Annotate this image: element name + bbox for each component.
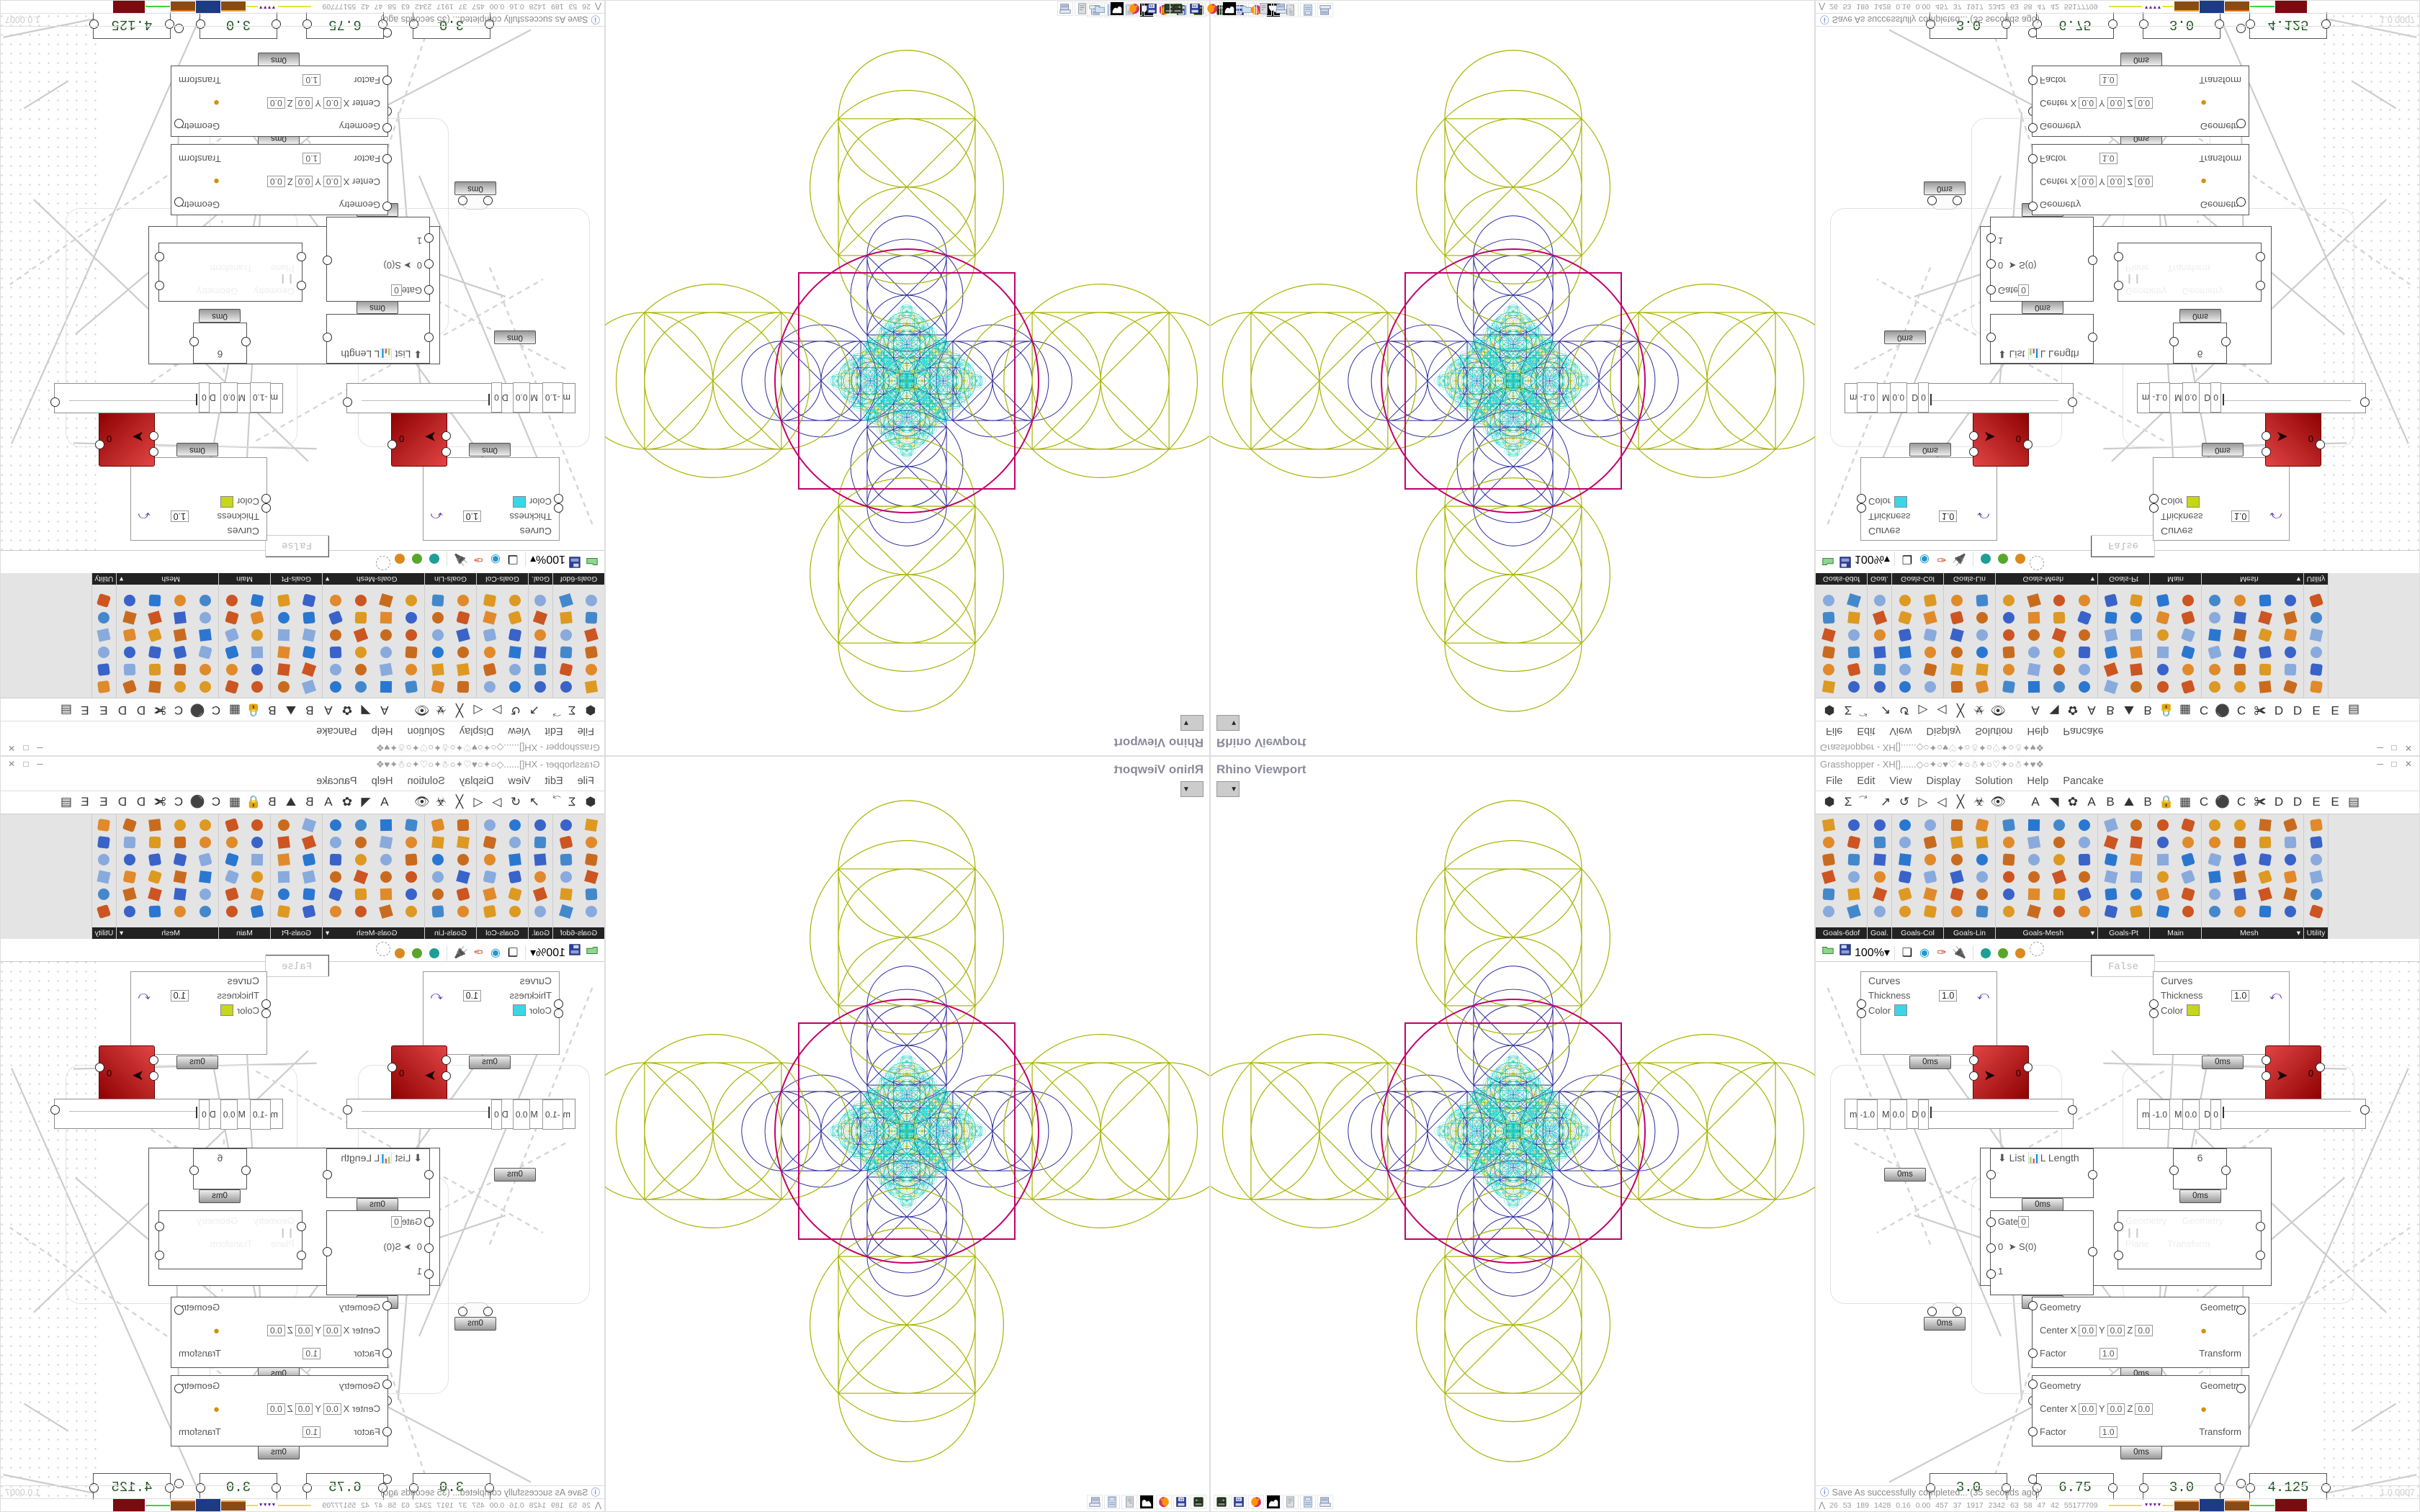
svg-text:64: 64 [1179,1498,1183,1502]
svg-text:64: 64 [1237,1498,1241,1502]
svg-text:64: 64 [1237,10,1241,14]
